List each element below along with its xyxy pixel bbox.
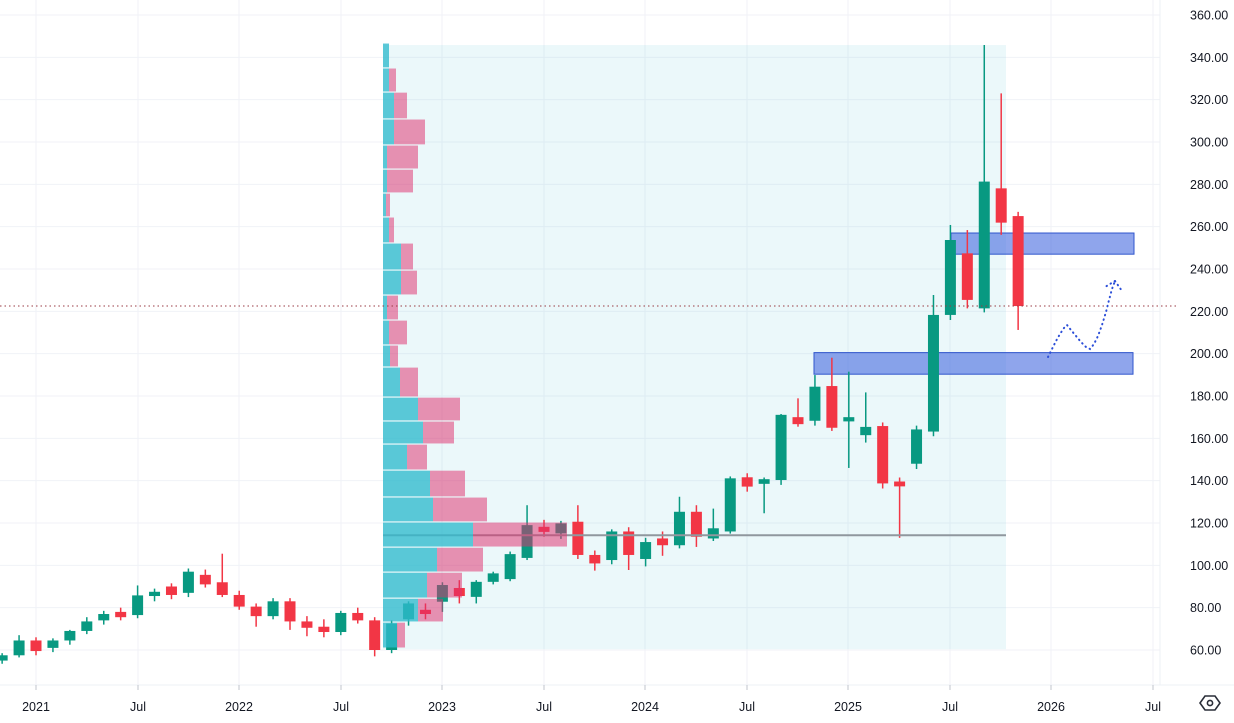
zone-rectangles[interactable] (813, 232, 1135, 375)
price-axis-label: 60.00 (1190, 644, 1221, 658)
time-axis-label: 2026 (1037, 700, 1065, 714)
time-axis-label: Jul (536, 700, 552, 714)
price-axis-label: 160.00 (1190, 432, 1228, 446)
time-axis-label: Jul (739, 700, 755, 714)
price-axis-label: 260.00 (1190, 220, 1228, 234)
time-axis-label: Jul (130, 700, 146, 714)
price-axis-label: 200.00 (1190, 347, 1228, 361)
candlestick-series (0, 45, 1024, 664)
price-axis[interactable]: 360.00 340.00 320.00 300.00 280.00 260.00 240.… (1190, 9, 1228, 658)
time-axis-label: Jul (942, 700, 958, 714)
hexagon-eye-icon (1199, 695, 1221, 711)
grid-lines (0, 0, 1234, 686)
zone-rectangle-lower-zone[interactable] (813, 352, 1134, 375)
price-axis-label: 80.00 (1190, 601, 1221, 615)
price-axis-label: 100.00 (1190, 559, 1228, 573)
zone-rectangle-upper-zone[interactable] (950, 232, 1135, 255)
projection-arrow[interactable] (1047, 280, 1123, 358)
time-axis-label: 2023 (428, 700, 456, 714)
price-axis-label: 140.00 (1190, 474, 1228, 488)
price-axis-label: 220.00 (1190, 305, 1228, 319)
price-axis-label: 320.00 (1190, 93, 1228, 107)
time-axis[interactable]: 2021 Jul 2022 Jul 2023 Jul 2024 Jul 2025 Jul 2026 J… (22, 685, 1161, 714)
price-axis-label: 240.00 (1190, 263, 1228, 277)
time-axis-label: 2025 (834, 700, 862, 714)
price-axis-label: 300.00 (1190, 136, 1228, 150)
time-axis-label: 2024 (631, 700, 659, 714)
price-axis-label: 180.00 (1190, 390, 1228, 404)
price-axis-label: 360.00 (1190, 9, 1228, 23)
volume-profile[interactable] (383, 43, 567, 648)
time-axis-label: 2022 (225, 700, 253, 714)
time-axis-label: Jul (333, 700, 349, 714)
drawings-visibility-button[interactable] (1197, 691, 1223, 715)
profile-range-highlight (383, 45, 1006, 650)
price-axis-label: 120.00 (1190, 517, 1228, 531)
price-axis-label: 280.00 (1190, 178, 1228, 192)
time-axis-label: 2021 (22, 700, 50, 714)
price-axis-label: 340.00 (1190, 51, 1228, 65)
time-axis-label: Jul (1145, 700, 1161, 714)
